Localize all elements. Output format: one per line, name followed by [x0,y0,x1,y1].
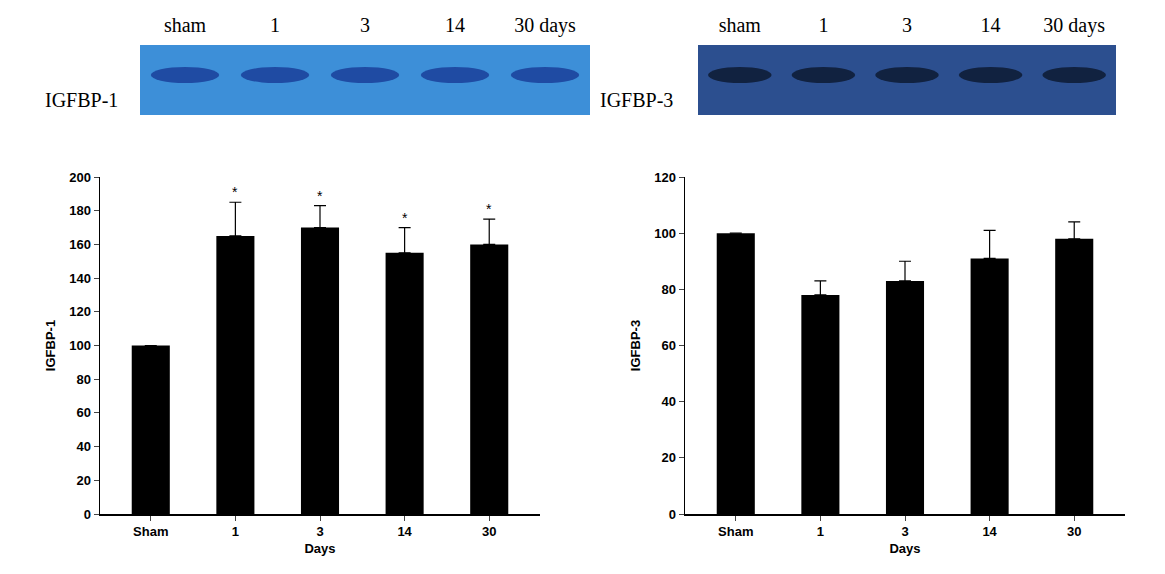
svg-text:30 days: 30 days [514,14,576,37]
svg-text:3: 3 [901,524,908,539]
svg-text:30: 30 [1067,524,1081,539]
svg-text:Days: Days [889,541,920,556]
svg-text:80: 80 [76,372,90,387]
svg-text:0: 0 [669,507,676,522]
svg-text:sham: sham [164,14,207,36]
svg-text:60: 60 [661,338,675,353]
svg-text:*: * [486,201,492,217]
svg-text:0: 0 [84,507,91,522]
svg-text:Sham: Sham [718,524,753,539]
svg-text:60: 60 [76,405,90,420]
svg-text:40: 40 [661,394,675,409]
svg-text:1: 1 [232,524,239,539]
svg-text:IGFBP-3: IGFBP-3 [600,89,673,111]
svg-text:100: 100 [69,338,91,353]
svg-text:14: 14 [445,14,465,36]
svg-text:3: 3 [902,14,912,36]
svg-text:1: 1 [818,14,828,36]
svg-text:1: 1 [270,14,280,36]
svg-text:14: 14 [982,524,997,539]
svg-text:120: 120 [69,304,91,319]
svg-text:IGFBP-1: IGFBP-1 [43,320,58,371]
svg-text:1: 1 [817,524,824,539]
svg-text:180: 180 [69,203,91,218]
svg-text:40: 40 [76,439,90,454]
svg-text:20: 20 [661,450,675,465]
svg-text:120: 120 [654,170,676,185]
svg-text:80: 80 [661,282,675,297]
svg-text:200: 200 [69,170,91,185]
svg-text:3: 3 [316,524,323,539]
svg-text:sham: sham [719,14,762,36]
svg-text:100: 100 [654,226,676,241]
svg-text:30: 30 [482,524,496,539]
svg-text:IGFBP-1: IGFBP-1 [45,89,118,111]
svg-text:14: 14 [981,14,1001,36]
svg-text:*: * [402,210,408,226]
svg-text:*: * [232,184,238,200]
svg-text:IGFBP-3: IGFBP-3 [628,320,643,371]
svg-text:30 days: 30 days [1043,14,1105,37]
svg-text:Sham: Sham [133,524,168,539]
svg-text:14: 14 [397,524,412,539]
svg-text:Days: Days [304,541,335,556]
svg-text:160: 160 [69,237,91,252]
svg-text:*: * [317,188,323,204]
svg-text:3: 3 [360,14,370,36]
svg-text:140: 140 [69,271,91,286]
svg-text:20: 20 [76,473,90,488]
